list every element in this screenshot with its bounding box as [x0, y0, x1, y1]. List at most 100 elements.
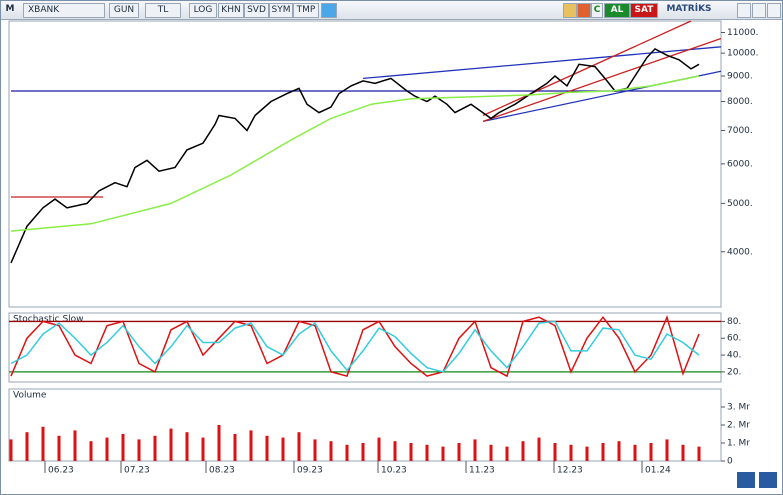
- volume-bar: [521, 441, 525, 461]
- trendline: [482, 37, 722, 123]
- y-tick-label: 40.: [727, 351, 741, 361]
- y-tick-label: 9000.: [727, 72, 753, 82]
- volume-bar: [361, 443, 365, 461]
- y-tick-label: 20.: [727, 367, 741, 377]
- volume-bar: [9, 439, 13, 461]
- brand: MATRİKS: [666, 4, 712, 14]
- volume-bar: [441, 446, 445, 461]
- logo: M: [5, 4, 15, 14]
- button[interactable]: LOG: [189, 3, 217, 18]
- trendline: [482, 20, 692, 117]
- volume-bar: [585, 446, 589, 461]
- x-tick-label: 07.23: [124, 466, 150, 476]
- volume-bar: [73, 430, 77, 461]
- volume-bar: [313, 439, 317, 461]
- y-tick-label: 1. Mr: [727, 439, 750, 449]
- x-tick-label: 01.24: [645, 466, 671, 476]
- maximize[interactable]: [752, 3, 766, 18]
- y-tick-label: 60.: [727, 334, 741, 344]
- volume-bar: [697, 446, 701, 461]
- volume-bar: [553, 443, 557, 461]
- volume-bar: [537, 437, 541, 461]
- buy-button[interactable]: AL: [604, 3, 630, 18]
- y-tick-label: 8000.: [727, 97, 753, 107]
- x-tick-label: 08.23: [209, 466, 235, 476]
- sell-button[interactable]: SAT: [630, 3, 658, 18]
- volume-bar: [249, 430, 253, 461]
- button[interactable]: SYM: [269, 3, 293, 18]
- volume-bar: [425, 444, 429, 461]
- toolbar: M XBANK GUN TL LOG KHN SVD SYM TMP C AL …: [1, 1, 782, 20]
- volume-bar: [617, 441, 621, 461]
- panel-title: Stochastic Slow: [13, 315, 84, 325]
- symbol-box[interactable]: XBANK: [23, 3, 105, 18]
- panel-title: Volume: [13, 391, 47, 401]
- y-tick-label: 6000.: [727, 159, 753, 169]
- y-tick-label: 4000.: [727, 247, 753, 257]
- y-tick-label: 10000.: [727, 49, 759, 59]
- volume-bar: [665, 439, 669, 461]
- x-tick-label: 12.23: [557, 466, 583, 476]
- volume-bar: [633, 444, 637, 461]
- volume-bar: [153, 435, 157, 461]
- volume-bar: [217, 425, 221, 461]
- volume-bar: [329, 441, 333, 461]
- volume-frame: [8, 388, 722, 462]
- volume-bar: [681, 444, 685, 461]
- volume-bar: [473, 439, 477, 461]
- volume-bar: [649, 443, 653, 461]
- volume-bar: [233, 434, 237, 461]
- volume-bar: [569, 444, 573, 461]
- volume-bar: [297, 432, 301, 461]
- minimize[interactable]: [737, 3, 751, 18]
- volume-bar: [25, 432, 29, 461]
- volume-bar: [457, 443, 461, 461]
- y-tick-label: 3. Mr: [727, 403, 750, 413]
- volume-bar: [89, 441, 93, 461]
- button[interactable]: KHN: [218, 3, 244, 18]
- series-line: [10, 320, 700, 373]
- button[interactable]: GUN: [109, 3, 139, 18]
- y-tick-label: 80.: [727, 317, 741, 327]
- volume-bar: [57, 435, 61, 461]
- volume-bar: [377, 437, 381, 461]
- chart: 4000. 5000. 6000. 7000. 8000. 9000. 10000. 1100…: [8, 20, 777, 488]
- button[interactable]: C: [591, 3, 603, 18]
- settings-button[interactable]: [759, 472, 777, 488]
- sync-button[interactable]: [737, 472, 755, 488]
- y-tick-label: 0: [727, 457, 733, 467]
- volume-bar: [393, 441, 397, 461]
- close[interactable]: [767, 3, 781, 18]
- volume-bar: [169, 428, 173, 461]
- twitter-icon[interactable]: [321, 3, 337, 18]
- volume-bar: [601, 443, 605, 461]
- y-tick-label: 11000.: [727, 28, 759, 38]
- volume-bar: [105, 437, 109, 461]
- y-tick-label: 5000.: [727, 199, 753, 209]
- volume-bar: [201, 437, 205, 461]
- x-tick-label: 09.23: [297, 466, 323, 476]
- series-line: [10, 47, 700, 264]
- button[interactable]: TMP: [293, 3, 319, 18]
- x-tick-label: 06.23: [48, 466, 74, 476]
- button[interactable]: SVD: [244, 3, 269, 18]
- volume-bar: [265, 435, 269, 461]
- series-line: [10, 75, 700, 232]
- volume-bar: [137, 439, 141, 461]
- volume-bar: [121, 434, 125, 461]
- volume-bar: [185, 432, 189, 461]
- stoch-frame: [8, 312, 722, 383]
- icon[interactable]: [577, 3, 591, 18]
- volume-bar: [409, 443, 413, 461]
- volume-bar: [505, 446, 509, 461]
- trendline: [362, 46, 722, 80]
- x-tick-label: 11.23: [469, 466, 495, 476]
- y-tick-label: 2. Mr: [727, 421, 750, 431]
- button[interactable]: TL: [145, 3, 181, 18]
- volume-bar: [281, 437, 285, 461]
- price-frame: [8, 20, 722, 308]
- volume-bar: [345, 444, 349, 461]
- icon[interactable]: [563, 3, 577, 18]
- x-tick-label: 10.23: [381, 466, 407, 476]
